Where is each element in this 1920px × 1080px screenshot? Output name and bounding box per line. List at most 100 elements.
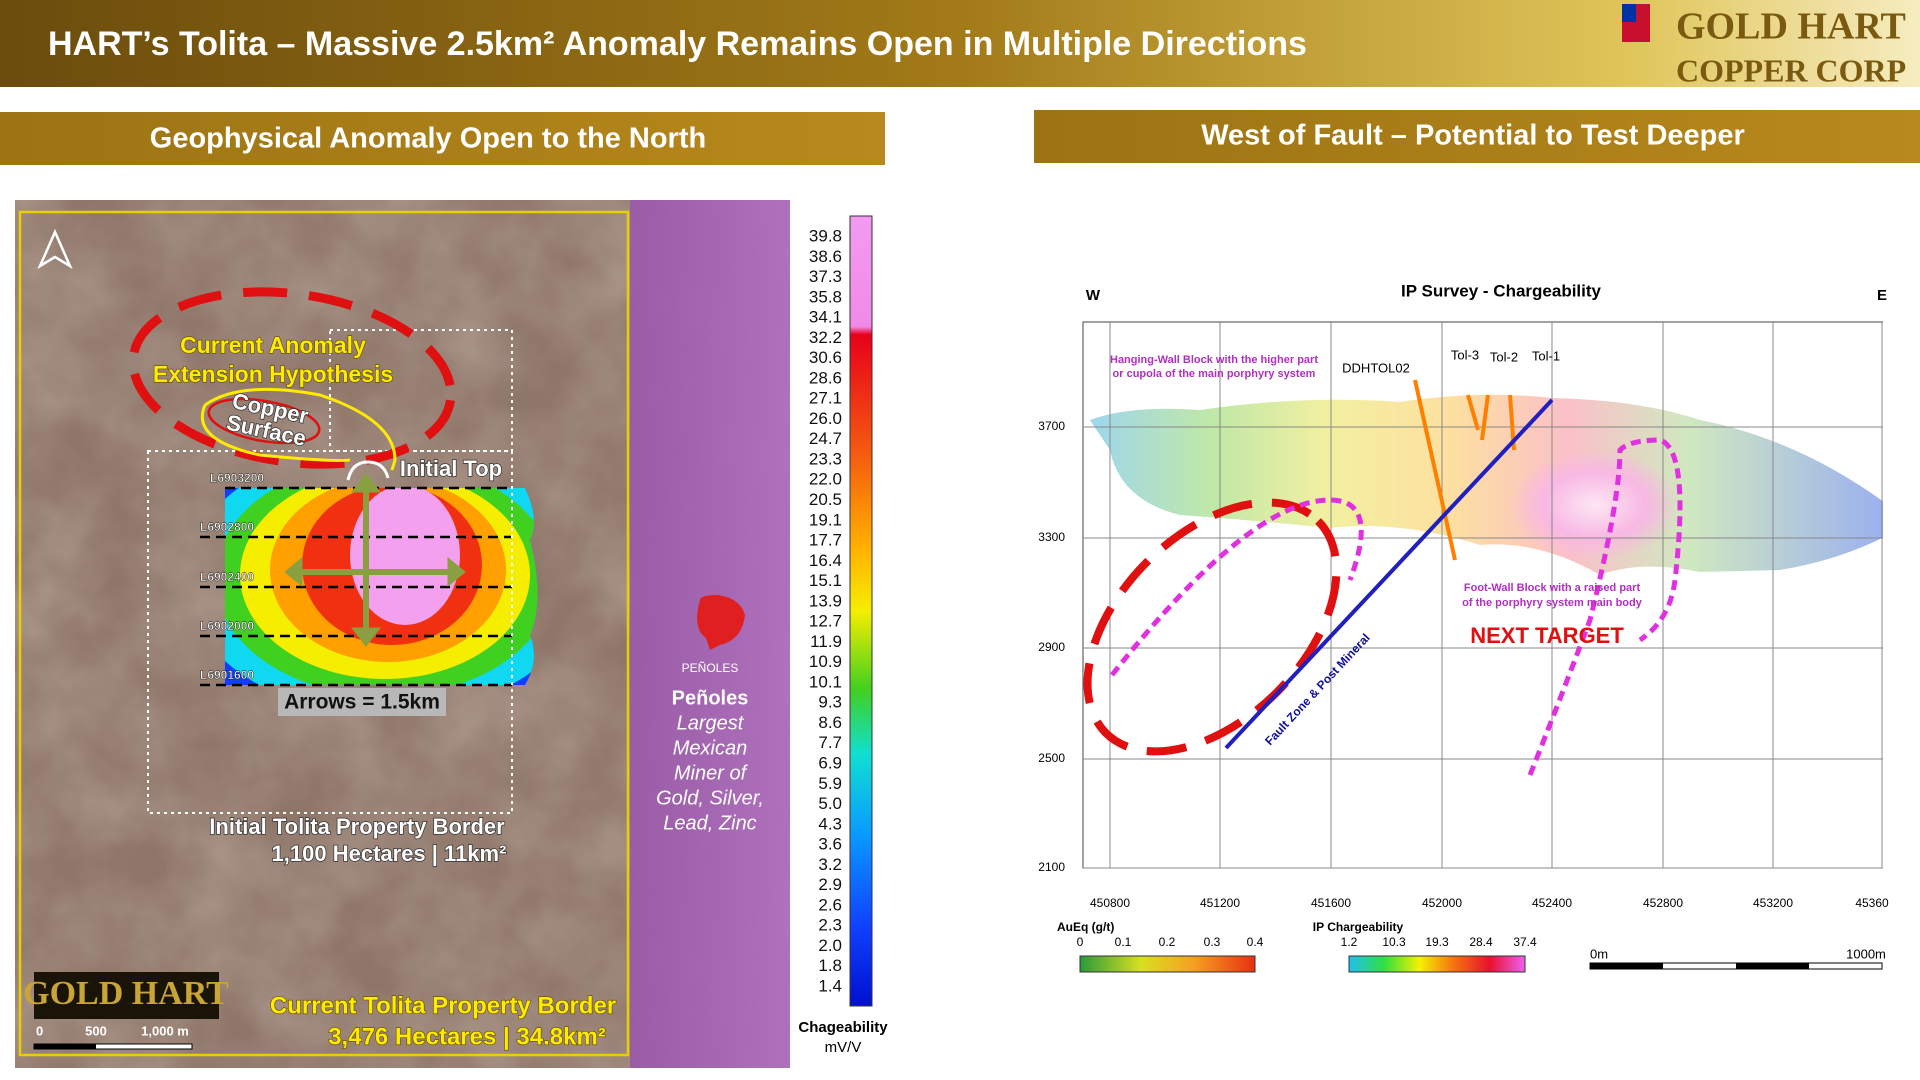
scale-label: 0m [1590, 946, 1608, 961]
colorbar-label: 1.8 [818, 956, 842, 975]
colorbar-label: 15.1 [809, 571, 842, 590]
legend-bar [1079, 955, 1256, 973]
legend-tick: 28.4 [1469, 935, 1493, 949]
colorbar-label: 3.2 [818, 855, 842, 874]
border-label: 3,476 Hectares | 34.8km² [328, 1023, 606, 1050]
colorbar-label: 3.6 [818, 835, 842, 854]
colorbar-label: 2.3 [818, 916, 842, 935]
north-arrow [37, 228, 73, 270]
note: of the porphyry system main body [1462, 597, 1643, 609]
legend-tick: 0.1 [1115, 935, 1132, 949]
logo-text: GOLD HART [1676, 6, 1906, 48]
colorbar-label: 11.9 [810, 632, 842, 651]
note: Hanging-Wall Block with the higher part [1110, 354, 1318, 366]
colorbar [849, 215, 873, 1007]
line-label: L6902800 [200, 520, 254, 534]
heat [350, 488, 460, 625]
initial-top-arc [346, 460, 390, 481]
colorbar-label: 39.8 [809, 226, 842, 245]
colorbar-label: 13.9 [809, 591, 842, 610]
scale-bar [1736, 963, 1809, 969]
penoles-text: Largest Mexican Miner of Gold, Silver, Lead,… [656, 712, 764, 834]
anomaly-heatmap [225, 488, 538, 685]
legend-bar [1348, 955, 1526, 973]
scale-label: 1000m [1846, 946, 1886, 961]
scale-label: 1,000 m [141, 1023, 189, 1038]
colorbar-label: 32.2 [809, 328, 842, 347]
penoles-line: Largest [677, 712, 745, 734]
y-tick-label: 3700 [1038, 419, 1065, 433]
colorbar-label: 7.7 [818, 733, 842, 752]
drill-trace [1413, 379, 1457, 561]
colorbar-label: 34.1 [809, 308, 842, 327]
penoles-line: Miner of [674, 762, 749, 784]
y-tick-label: 2900 [1038, 640, 1065, 654]
scale-bar [1590, 963, 1663, 969]
hole-label: Tol-1 [1532, 348, 1560, 363]
penoles-line: Mexican [673, 737, 747, 759]
flag-icon [1622, 4, 1636, 22]
x-tick-label: 452800 [1643, 896, 1683, 910]
line-label: L6902000 [200, 619, 254, 633]
section-heading: Geophysical Anomaly Open to the North [150, 123, 706, 155]
legend-tick: 19.3 [1425, 935, 1449, 949]
survey-lines [200, 486, 512, 687]
colorbar-label: 2.9 [818, 875, 842, 894]
colorbar-label: 30.6 [809, 348, 842, 367]
legend-tick: 0.2 [1159, 935, 1176, 949]
map: L6903200 L6902800 L6902400 L6902000 L6901600… [15, 200, 790, 1068]
edge-mask [1883, 315, 1920, 915]
note: Foot-Wall Block with a raised part [1464, 582, 1641, 594]
legend-title: AuEq (g/t) [1057, 920, 1114, 934]
penoles-logo [697, 595, 745, 650]
legend-title: IP Chargeability [1313, 920, 1404, 934]
fault-line [1224, 398, 1554, 750]
colorbar-label: 9.3 [818, 693, 842, 712]
colorbar-label: 22.0 [809, 470, 842, 489]
colorbar-label: 1.4 [818, 976, 842, 995]
x-tick-label: 451200 [1200, 896, 1240, 910]
current-border [18, 210, 630, 1057]
colorbar-ticks: 39.8 38.637.335.8 34.132.230.628.6 27.126.0… [809, 226, 842, 995]
dotted-box [329, 329, 513, 452]
penoles-name: Peñoles [672, 687, 749, 709]
hypothesis-ellipse [128, 287, 456, 469]
colorbar-label: 8.6 [818, 713, 842, 732]
colorbar-label: 19.1 [809, 510, 842, 529]
legend-tick: 0.4 [1247, 935, 1264, 949]
colorbar-label: 23.3 [809, 449, 842, 468]
chargeability-body [1090, 394, 1888, 575]
copper-outline [204, 387, 397, 471]
west-block-outline [1110, 497, 1364, 677]
west-label: W [1086, 287, 1101, 304]
legend-tick: 1.2 [1341, 935, 1358, 949]
hypothesis-label: Extension Hypothesis [153, 361, 393, 387]
border-label: Initial Tolita Property Border [209, 814, 505, 839]
section-heading: West of Fault – Potential to Test Deeper [1201, 120, 1745, 152]
x-tick-label: 452000 [1422, 896, 1462, 910]
colorbar-label: 6.9 [818, 754, 842, 773]
colorbar-label: 2.0 [818, 936, 842, 955]
border-label: 1,100 Hectares | 11km² [272, 841, 507, 866]
section: IP Survey - Chargeability W E 3700 3300 29… [1038, 281, 1920, 973]
line-label: L6902400 [200, 570, 254, 584]
legend-tick: 37.4 [1513, 935, 1537, 949]
colorbar-label: 10.1 [809, 672, 842, 691]
colorbar-label: 5.0 [818, 794, 842, 813]
section-title: IP Survey - Chargeability [1401, 281, 1602, 300]
colorbar-label: 17.7 [809, 531, 842, 550]
arrow-note-box [278, 688, 446, 716]
map-logo-box [34, 972, 219, 1019]
foot-wall-outline [1527, 437, 1683, 776]
scale-bar [34, 1044, 96, 1049]
y-tick-label: 2500 [1038, 751, 1065, 765]
header-bar [0, 0, 1920, 87]
colorbar-label: 5.9 [818, 774, 842, 793]
x-ticks: 450800 451200 451600 452000 452400 452800 4532… [1090, 896, 1889, 910]
colorbar-label: 27.1 [809, 389, 842, 408]
drill-trace [1480, 394, 1490, 441]
colorbar-label: 4.3 [818, 814, 842, 833]
copper-outline [200, 404, 351, 462]
